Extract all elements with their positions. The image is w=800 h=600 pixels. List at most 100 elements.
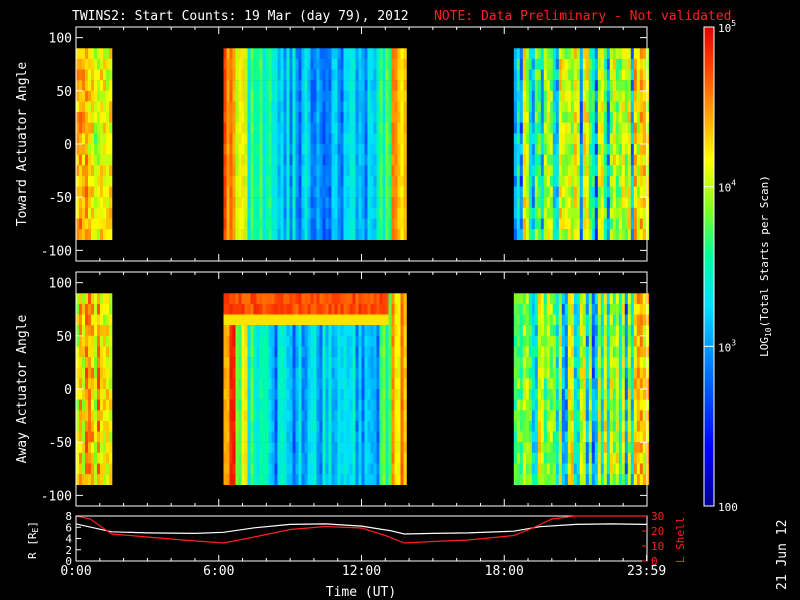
heatmap-cell [253, 154, 257, 166]
heatmap-cell [289, 389, 293, 400]
heatmap-cell [624, 335, 629, 347]
heatmap-cell [373, 452, 377, 464]
heatmap-cell [376, 410, 380, 422]
heatmap-cell [304, 186, 308, 198]
heatmap-cell [400, 165, 404, 177]
heatmap-cell [283, 474, 287, 485]
heatmap-cell [106, 165, 110, 177]
heatmap-cell [94, 293, 98, 305]
heatmap-cell [256, 144, 260, 155]
heatmap-cell [271, 90, 275, 102]
heatmap-cell [331, 175, 335, 187]
heatmap-cell [247, 133, 251, 145]
heatmap-cell [277, 346, 281, 358]
heatmap-cell [79, 420, 83, 432]
heatmap-cell [522, 474, 527, 485]
heatmap-cell [561, 154, 566, 166]
heatmap-cell [355, 367, 359, 379]
heatmap-cell [298, 112, 302, 123]
heatmap-cell [298, 154, 302, 166]
heatmap-cell [265, 335, 269, 347]
heatmap-cell [223, 389, 227, 400]
heatmap-cell [298, 431, 302, 443]
heatmap-cell [253, 325, 257, 337]
heatmap-cell [561, 410, 566, 422]
heatmap-cell [606, 165, 611, 177]
heatmap-cell [226, 303, 230, 315]
heatmap-cell [241, 197, 245, 209]
heatmap-cell [546, 133, 551, 145]
heatmap-cell [579, 474, 584, 485]
heatmap-cell [343, 80, 347, 92]
heatmap-cell [573, 133, 578, 145]
heatmap-cell [600, 346, 605, 358]
heatmap-cell [352, 314, 356, 326]
heatmap-cell [289, 133, 293, 145]
heatmap-cell [582, 186, 587, 198]
heatmap-cell [298, 303, 302, 315]
heatmap-cell [573, 367, 578, 379]
heatmap-cell [85, 218, 89, 230]
heatmap-cell [100, 165, 104, 177]
heatmap-cell [91, 229, 95, 240]
heatmap-cell [304, 399, 308, 411]
heatmap-cell [367, 112, 371, 123]
heatmap-cell [630, 207, 635, 219]
heatmap-cell [376, 133, 380, 145]
heatmap-cell [331, 367, 335, 379]
heatmap-cell [259, 69, 263, 81]
heatmap-cell [331, 442, 335, 454]
heatmap-cell [564, 58, 569, 70]
heatmap-cell [79, 101, 83, 113]
heatmap-cell [376, 293, 380, 305]
heatmap-cell [103, 101, 107, 113]
heatmap-cell [525, 133, 530, 145]
heatmap-cell [567, 69, 572, 81]
heatmap-cell [331, 58, 335, 70]
heatmap-cell [585, 463, 590, 475]
heatmap-cell [543, 399, 548, 411]
heatmap-cell [280, 303, 284, 315]
heatmap-cell [82, 133, 86, 145]
heatmap-cell [79, 463, 83, 475]
heatmap-cell [600, 69, 605, 81]
heatmap-cell [591, 367, 596, 379]
heatmap-cell [274, 335, 278, 347]
heatmap-cell [534, 48, 539, 60]
heatmap-cell [226, 420, 230, 432]
heatmap-cell [286, 112, 290, 123]
heatmap-cell [82, 58, 86, 70]
heatmap-cell [355, 218, 359, 230]
heatmap-cell [391, 90, 395, 102]
heatmap-cell [319, 207, 323, 219]
heatmap-cell [304, 80, 308, 92]
heatmap-cell [612, 112, 617, 123]
heatmap-cell [612, 314, 617, 326]
heatmap-cell [627, 229, 632, 240]
heatmap-cell [232, 474, 236, 485]
heatmap-cell [226, 293, 230, 305]
heatmap-cell [391, 335, 395, 347]
heatmap-cell [546, 144, 551, 155]
heatmap-cell [289, 58, 293, 70]
heatmap-cell [313, 303, 317, 315]
heatmap-cell [600, 207, 605, 219]
heatmap-cell [304, 431, 308, 443]
heatmap-cell [310, 165, 314, 177]
heatmap-cell [265, 112, 269, 123]
heatmap-cell [400, 357, 404, 368]
heatmap-cell [624, 112, 629, 123]
heatmap-cell [615, 293, 620, 305]
heatmap-cell [304, 463, 308, 475]
heatmap-cell [286, 303, 290, 315]
heatmap-cell [576, 133, 581, 145]
heatmap-cell [609, 357, 614, 368]
heatmap-cell [109, 346, 113, 358]
heatmap-cell [292, 186, 296, 198]
heatmap-cell [370, 335, 374, 347]
heatmap-cell [97, 431, 101, 443]
heatmap-cell [537, 389, 542, 400]
heatmap-cell [570, 346, 575, 358]
heatmap-cell [292, 229, 296, 240]
